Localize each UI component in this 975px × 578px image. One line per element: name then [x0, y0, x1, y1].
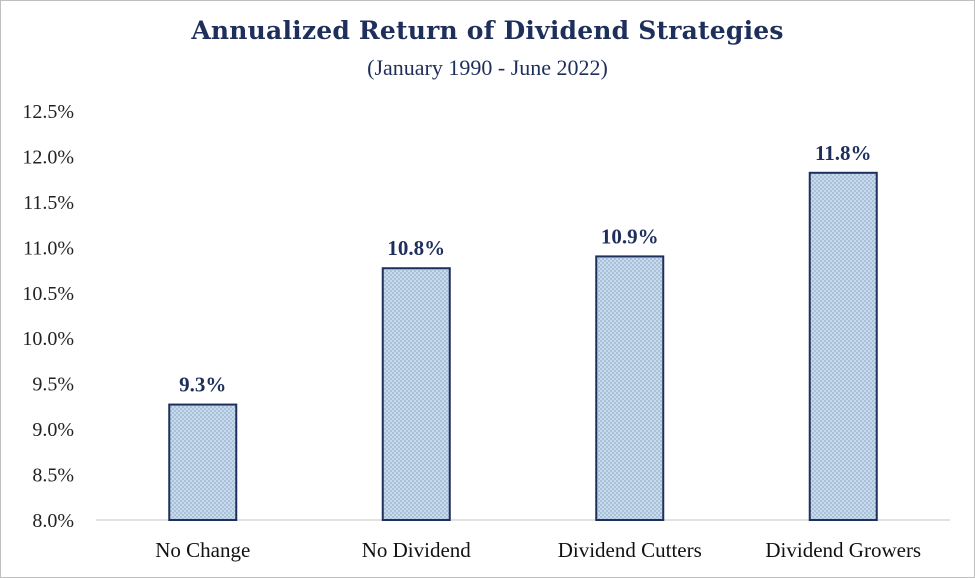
bar-dividend-cutters: [595, 255, 665, 521]
data-label: 9.3%: [179, 373, 226, 397]
data-label: 10.9%: [601, 224, 659, 248]
chart-title: Annualized Return of Dividend Strategies: [191, 16, 784, 45]
y-tick-label: 9.5%: [32, 374, 74, 396]
y-tick-label: 10.5%: [22, 283, 74, 305]
bar-no-change: [168, 403, 238, 521]
x-category-label: Dividend Growers: [765, 538, 921, 562]
bars-group: [168, 171, 878, 521]
x-category-label: No Dividend: [362, 538, 472, 562]
x-category-label: Dividend Cutters: [558, 538, 702, 562]
bar-no-dividend: [381, 267, 451, 521]
chart-subtitle: (January 1990 - June 2022): [367, 55, 608, 80]
bar-dividend-growers: [808, 171, 878, 521]
y-tick-label: 8.0%: [32, 510, 74, 532]
y-tick-label: 8.5%: [32, 465, 74, 487]
category-labels-group: No Change No Dividend Dividend Cutters Divi…: [155, 538, 921, 562]
data-label: 10.8%: [387, 236, 445, 260]
y-tick-label: 11.5%: [23, 192, 74, 214]
y-tick-label: 12.5%: [22, 101, 74, 123]
y-tick-label: 11.0%: [23, 237, 74, 259]
data-labels-group: 9.3% 10.8% 10.9% 11.8%: [179, 141, 871, 397]
y-tick-label: 12.0%: [22, 146, 74, 168]
y-axis-tick-labels: 8.0% 8.5% 9.0% 9.5% 10.0% 10.5% 11.0% 11.5% 12.0…: [22, 101, 74, 532]
y-tick-label: 10.0%: [22, 328, 74, 350]
y-tick-label: 9.0%: [32, 419, 74, 441]
x-category-label: No Change: [155, 538, 250, 562]
data-label: 11.8%: [815, 141, 872, 165]
